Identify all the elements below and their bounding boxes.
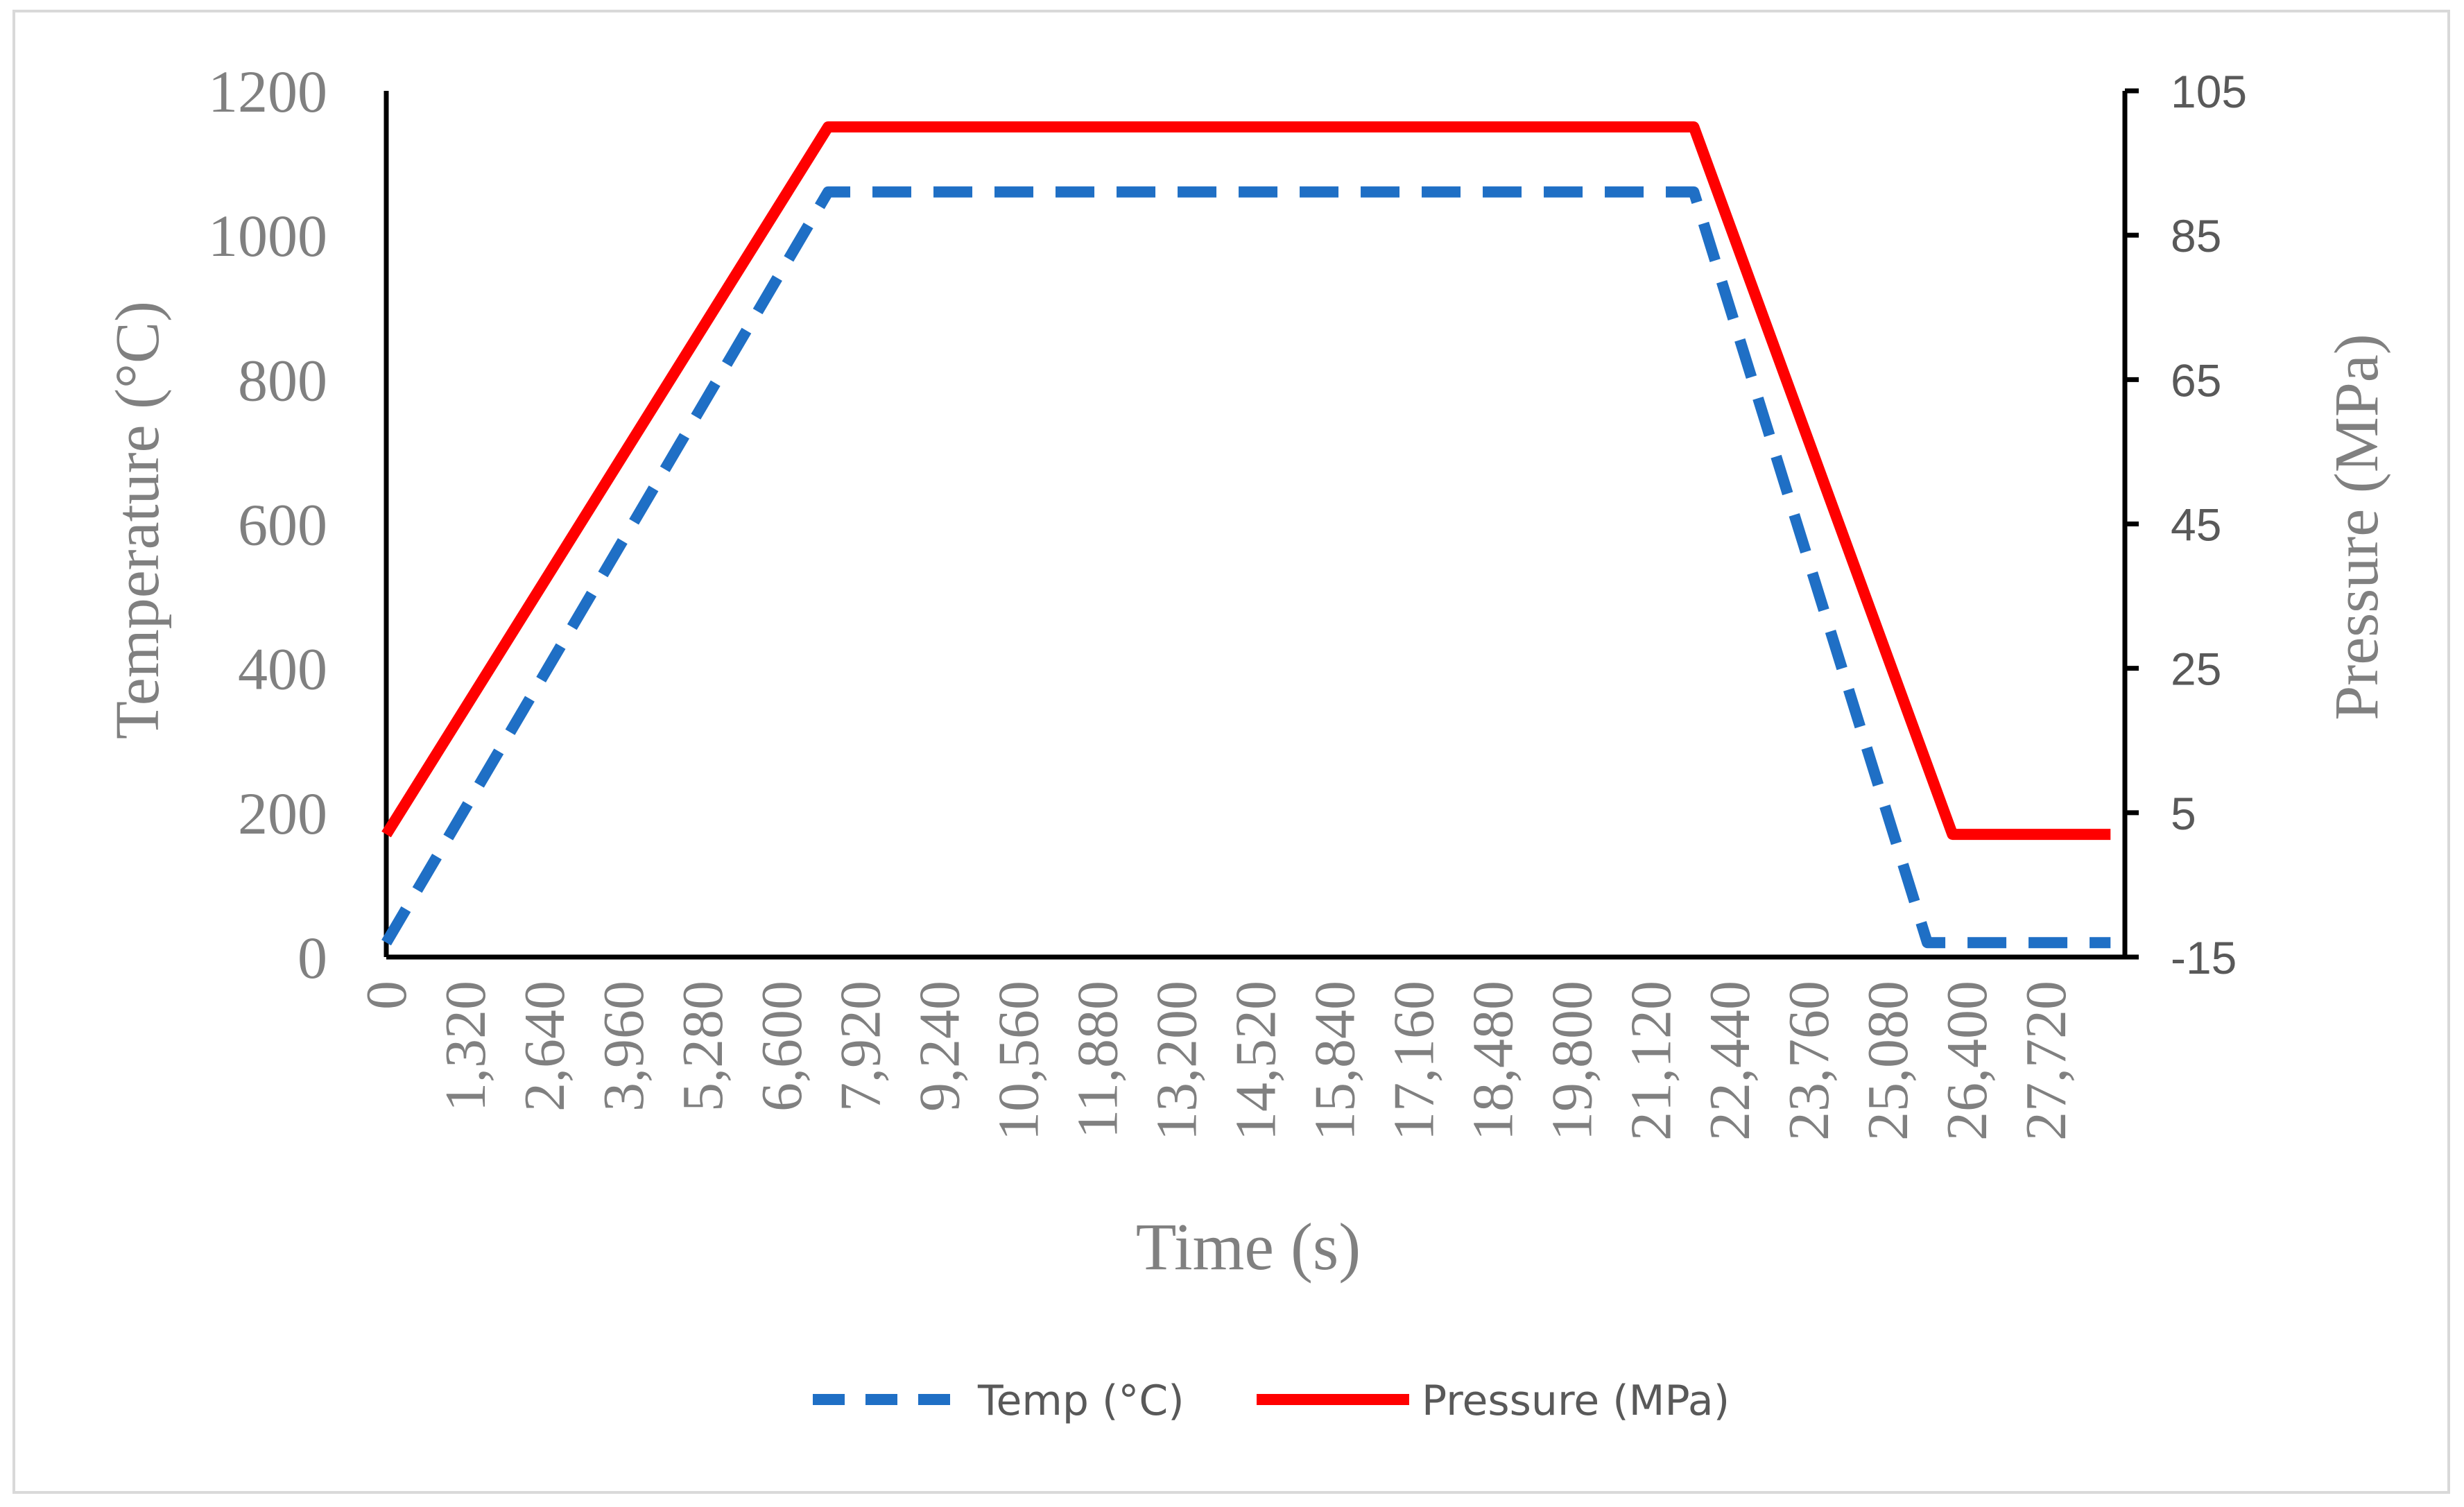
- x-tick-label: 2,640: [512, 981, 577, 1112]
- y-right-tick-label: 25: [2171, 644, 2221, 695]
- label-layer: 0 200 400 600 800 1000 1200 -15 5 25 45 65 85 105 0 1,3…: [208, 58, 2247, 1141]
- x-tick-label: 19,800: [1540, 981, 1604, 1141]
- y-left-tick-label: 1000: [208, 203, 327, 269]
- x-axis-title: Time (s): [1136, 1209, 1361, 1284]
- x-tick-label: 3,960: [592, 981, 656, 1112]
- y-left-tick-label: 800: [238, 347, 327, 413]
- x-tick-label: 27,720: [2014, 981, 2078, 1141]
- x-tick-label: 11,880: [1066, 981, 1130, 1139]
- x-tick-label: 18,480: [1461, 981, 1525, 1141]
- x-tick-label: 13,200: [1145, 981, 1209, 1141]
- x-tick-label: 0: [354, 981, 419, 1010]
- x-tick-label: 15,840: [1302, 981, 1367, 1141]
- y-left-tick-label: 400: [238, 636, 327, 703]
- y-left-tick-label: 600: [238, 492, 327, 558]
- x-tick-label: 7,920: [829, 981, 893, 1112]
- y-left-tick-label: 200: [238, 780, 327, 847]
- x-tick-label: 22,440: [1698, 981, 1762, 1141]
- y-left-tick-label: 0: [298, 924, 327, 991]
- legend-label-pressure: Pressure (MPa): [1422, 1377, 1730, 1425]
- x-tick-label: 5,280: [671, 981, 735, 1112]
- legend-label-temp: Temp (°C): [977, 1377, 1184, 1425]
- x-tick-label: 10,560: [987, 981, 1051, 1141]
- y-right-tick-label: 105: [2171, 66, 2247, 117]
- x-tick-label: 23,760: [1777, 981, 1841, 1141]
- chart-frame: [12, 10, 2450, 1494]
- x-tick-label: 25,080: [1856, 981, 1920, 1141]
- y-right-tick-label: 5: [2171, 788, 2196, 839]
- axes-layer: [384, 88, 2139, 960]
- y-axis-left-title: Temperature (°C): [103, 301, 172, 739]
- x-tick-label: 1,320: [433, 981, 498, 1112]
- y-axis-right-title: Pressure (MPa): [2323, 334, 2391, 720]
- x-tick-label: 17,160: [1381, 981, 1446, 1141]
- y-left-tick-label: 1200: [208, 58, 327, 125]
- series-temp-line: [381, 186, 2111, 949]
- x-tick-label: 9,240: [908, 981, 972, 1112]
- legend: Temp (°C) Pressure (MPa): [813, 1377, 1730, 1425]
- y-right-tick-label: 45: [2171, 499, 2221, 551]
- x-tick-label: 14,520: [1224, 981, 1289, 1141]
- series-pressure-line: [381, 121, 2111, 841]
- y-right-tick-label: 65: [2171, 354, 2221, 406]
- series-layer: [381, 121, 2111, 949]
- y-right-tick-label: 85: [2171, 210, 2221, 261]
- x-tick-label: 21,120: [1619, 981, 1683, 1141]
- y-right-tick-label: -15: [2171, 932, 2237, 983]
- x-tick-label: 26,400: [1935, 981, 1999, 1141]
- x-tick-label: 6,600: [750, 981, 814, 1112]
